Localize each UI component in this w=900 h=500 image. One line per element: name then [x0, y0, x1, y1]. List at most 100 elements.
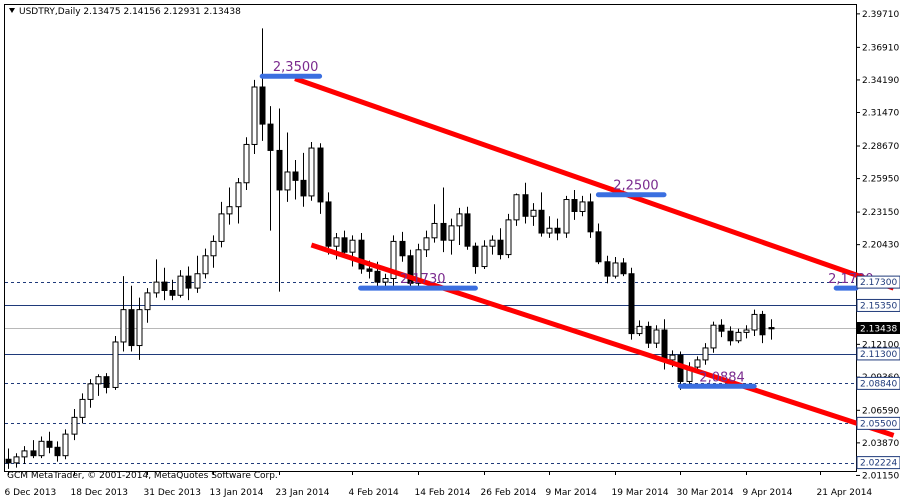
- candle-23: [194, 255, 201, 293]
- candle-body-12: [103, 376, 110, 388]
- candle-body-92: [759, 313, 766, 336]
- candle-body-62: [513, 194, 520, 221]
- candle-body-52: [431, 222, 438, 239]
- candle-body-46: [382, 278, 389, 283]
- candle-88: [727, 326, 734, 346]
- candle-body-54: [448, 225, 455, 241]
- candle-92: [759, 310, 766, 344]
- candle-48: [399, 231, 406, 262]
- candle-body-78: [645, 325, 652, 344]
- candle-93: [768, 319, 775, 340]
- candle-37: [308, 142, 315, 201]
- candle-33: [276, 108, 283, 292]
- candle-body-29: [243, 143, 250, 184]
- level-marker-label-3: 2,0884: [699, 370, 745, 385]
- candle-17: [144, 288, 151, 323]
- candle-body-9: [79, 398, 86, 418]
- candle-body-10: [87, 383, 94, 400]
- plot-frame: [4, 4, 857, 472]
- candle-43: [358, 233, 365, 274]
- candle-77: [636, 320, 643, 336]
- y-tick-label-6: 2.23150: [862, 208, 899, 218]
- y-tick-label-10: 2.12100: [862, 340, 899, 350]
- candle-75: [620, 258, 627, 277]
- trend-channel-lines: [294, 76, 895, 438]
- x-tick-label-0: 6 Dec 2013: [5, 488, 57, 498]
- candle-body-73: [604, 261, 611, 277]
- candle-68: [563, 195, 570, 238]
- x-tick-label-8: 9 Mar 2014: [546, 488, 598, 498]
- candle-body-72: [595, 231, 602, 263]
- candle-body-30: [251, 86, 258, 145]
- candle-26: [218, 201, 225, 248]
- candle-body-48: [399, 240, 406, 257]
- channel-line-0: [294, 76, 895, 291]
- x-tick-label-12: 21 Apr 2014: [817, 488, 873, 498]
- candle-85: [702, 343, 709, 365]
- candle-63: [522, 182, 529, 224]
- candle-body-74: [612, 262, 619, 277]
- candle-body-88: [727, 330, 734, 342]
- candle-55: [456, 207, 463, 246]
- candle-38: [317, 143, 324, 214]
- candle-7: [62, 429, 69, 460]
- candle-2: [21, 446, 28, 465]
- candle-11: [95, 374, 102, 396]
- candle-body-75: [620, 262, 627, 275]
- current-price-label: 2.13438: [860, 325, 897, 335]
- candle-14: [120, 276, 127, 352]
- candlesticks: [5, 28, 775, 469]
- x-tick-label-2: 31 Dec 2013: [144, 488, 202, 498]
- candle-body-4: [38, 440, 45, 457]
- level-marker-label-0: 2,3500: [273, 60, 319, 75]
- candle-18: [153, 259, 160, 298]
- x-tick-label-1: 18 Dec 2013: [71, 488, 129, 498]
- candle-72: [595, 223, 602, 265]
- level-box-label-3: 2.08840: [860, 379, 897, 389]
- candle-70: [579, 195, 586, 217]
- x-tick-label-11: 9 Apr 2014: [743, 488, 793, 498]
- x-tick-label-7: 26 Feb 2014: [481, 488, 537, 498]
- candle-87: [718, 319, 725, 338]
- candle-body-91: [751, 313, 758, 331]
- candle-27: [226, 187, 233, 225]
- candle-9: [79, 393, 86, 424]
- level-box-label-1: 2.15350: [860, 301, 897, 311]
- candle-body-17: [144, 292, 151, 311]
- candle-body-31: [259, 86, 266, 125]
- candle-body-43: [358, 239, 365, 270]
- candle-32: [267, 106, 274, 231]
- x-tick-label-3: 13 Jan 2014: [210, 488, 264, 498]
- candle-body-50: [415, 249, 422, 284]
- candle-body-69: [571, 199, 578, 212]
- candle-61: [505, 213, 512, 259]
- level-marker-label-2: 2,1730: [400, 272, 446, 287]
- candle-body-14: [120, 309, 127, 343]
- candle-59: [489, 235, 496, 255]
- candle-body-87: [718, 324, 725, 332]
- candle-body-60: [497, 239, 504, 256]
- candle-body-22: [185, 275, 192, 289]
- candle-body-28: [235, 182, 242, 208]
- candle-body-45: [374, 270, 381, 283]
- candle-body-5: [46, 440, 53, 448]
- current-price-box: [857, 322, 900, 334]
- candle-body-93: [768, 327, 775, 330]
- candle-body-41: [341, 237, 348, 253]
- candle-body-58: [481, 245, 488, 268]
- candle-0: [5, 448, 12, 469]
- candle-74: [612, 256, 619, 279]
- candle-12: [103, 373, 110, 394]
- candle-body-21: [177, 275, 184, 296]
- candle-body-25: [210, 240, 217, 257]
- level-box-4: [856, 416, 900, 430]
- candle-91: [751, 309, 758, 336]
- candle-body-55: [456, 213, 463, 227]
- y-tick-label-4: 2.28670: [862, 142, 899, 152]
- x-tick-label-5: 4 Feb 2014: [349, 488, 400, 498]
- candle-42: [349, 235, 356, 267]
- chart-menu-triangle-icon[interactable]: [9, 8, 15, 13]
- candle-5: [46, 431, 53, 454]
